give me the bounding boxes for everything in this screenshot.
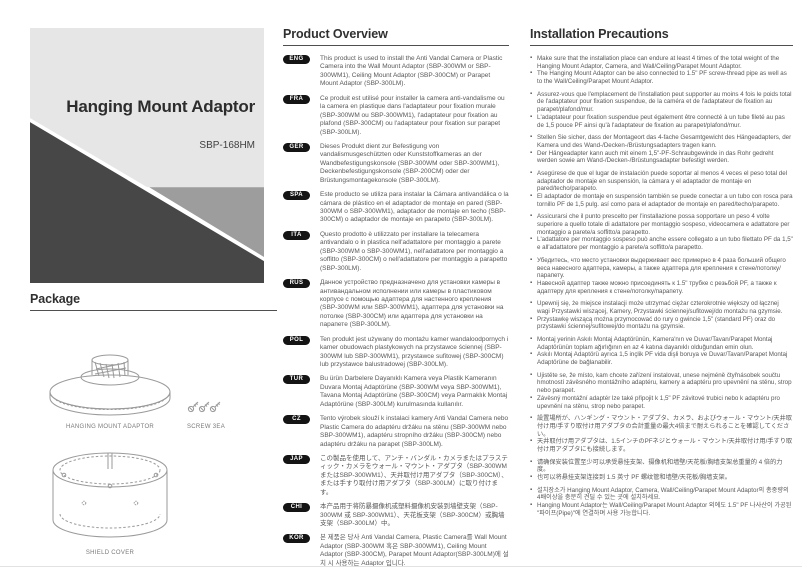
precaution-group: Stellen Sie sicher, dass der Montageort … [530, 134, 793, 165]
precaution-item: Stellen Sie sicher, dass der Montageort … [530, 134, 793, 149]
precaution-group: Ujistěte se, že místo, kam chcete zaříze… [530, 372, 793, 410]
precaution-item: Навесной адаптер также можно присоединят… [530, 280, 793, 295]
precautions-list: Make sure that the installation place ca… [530, 55, 793, 517]
overview-entry-ger: GER Dieses Produkt dient zur Befestigung … [283, 142, 509, 185]
overview-entry-pol: POL Ten produkt jest używany do montażu k… [283, 335, 509, 370]
precaution-group: 設置場所が、ハンギング・マウント・アダプタ、カメラ、およびウォール・マウント/天… [530, 415, 793, 453]
overview-text: 本产品用于将防暴摄像机或塑料摄像机安装到墙壁支架（SBP-300WM 或 SBP… [320, 503, 505, 527]
product-overview-section: Product Overview ENG This product is used… [283, 27, 509, 567]
overview-entry-chi: CHI 本产品用于将防暴摄像机或塑料摄像机安装到墙壁支架（SBP-300WM 或 … [283, 503, 509, 528]
precaution-item: Assurez-vous que l'emplacement de l'inst… [530, 91, 793, 114]
overview-text: Ce produit est utilisé pour installer la… [320, 94, 505, 136]
language-badge: FRA [283, 94, 310, 104]
installation-precautions-section: Installation Precautions Make sure that … [530, 27, 793, 522]
product-overview-heading: Product Overview [283, 27, 509, 46]
precaution-group: Убедитесь, что место установки выдержива… [530, 257, 793, 295]
language-badge: CHI [283, 503, 310, 513]
precaution-group: Asegúrese de que el lugar de instalación… [530, 170, 793, 208]
package-item-label: HANGING MOUNT ADAPTOR [65, 424, 155, 430]
precaution-item: Der Hängeadapter kann auch mit einem 1,5… [530, 150, 793, 165]
precaution-item: Make sure that the installation place ca… [530, 55, 793, 70]
model-number: SBP-168HM [199, 140, 255, 151]
installation-precautions-heading: Installation Precautions [530, 27, 793, 46]
package-item-label: SCREW 3EA [186, 424, 226, 430]
precaution-group: Assurez-vous que l'emplacement de l'inst… [530, 91, 793, 129]
product-title: Hanging Mount Adaptor [66, 97, 255, 116]
overview-entry-rus: RUS Данное устройство предназначено для у… [283, 279, 509, 330]
overview-list: ENG This product is used to install the A… [283, 55, 509, 567]
package-section: Package [30, 292, 277, 560]
language-badge: JAP [283, 454, 310, 464]
precaution-item: L'adaptateur pour fixation suspendue peu… [530, 114, 793, 129]
precaution-item: 설치장소가 Hanging Mount Adaptor, Camera, Wal… [530, 487, 793, 502]
language-badge: CZ [283, 415, 310, 425]
precaution-item: L'adattatore per montaggio sospeso può a… [530, 236, 793, 251]
precaution-item: 天井取付け用アダプタは、1.5インチのPFネジとウォール・マウント/天井取付け用… [530, 438, 793, 453]
overview-text: This product is used to install the Anti… [320, 55, 503, 88]
overview-text: Este producto se utiliza para instalar l… [320, 191, 509, 224]
precaution-item: The Hanging Mount Adaptor can be also co… [530, 70, 793, 85]
overview-text: 본 제품은 당사 Anti Vandal Camera, Plastic Cam… [320, 534, 509, 567]
precaution-item: Przystawkę wiszącą można przymocować do … [530, 316, 793, 331]
package-heading: Package [30, 292, 277, 311]
overview-entry-tur: TUR Bu ürün Darbelere Dayanıklı Kamera ve… [283, 375, 509, 409]
language-badge: SPA [283, 191, 310, 201]
language-badge: KOR [283, 534, 310, 544]
shield-cover-illustration [50, 442, 170, 546]
overview-text: Ten produkt jest używany do montażu kame… [320, 335, 509, 368]
overview-text: Dieses Produkt dient zur Befestigung von… [320, 142, 500, 184]
overview-entry-spa: SPA Este producto se utiliza para instala… [283, 191, 509, 225]
overview-text: Questo prodotto è utilizzato per install… [320, 230, 508, 272]
overview-entry-jap: JAP この製品を使用して、アンチ・バンダル・カメラまたはプラスティック・カメラを… [283, 454, 509, 497]
overview-text: この製品を使用して、アンチ・バンダル・カメラまたはプラスティック・カメラをウォー… [320, 454, 508, 496]
language-badge: ENG [283, 55, 310, 64]
language-badge: POL [283, 335, 310, 345]
language-badge: RUS [283, 279, 310, 289]
cover-banner: Hanging Mount Adaptor SBP-168HM [30, 28, 264, 283]
overview-entry-kor: KOR 본 제품은 당사 Anti Vandal Camera, Plastic … [283, 534, 509, 567]
precaution-item: Askılı Montaj Adaptörü ayrıca 1,5 inçlik… [530, 351, 793, 366]
precaution-item: Asegúrese de que el lugar de instalación… [530, 170, 793, 193]
hanging-mount-adaptor-illustration [48, 348, 172, 420]
precaution-item: Montaj yerinin Askılı Montaj Adaptörünün… [530, 336, 793, 351]
precaution-group: Assicurarsi che il punto prescelto per l… [530, 213, 793, 251]
overview-entry-eng: ENG This product is used to install the A… [283, 55, 509, 89]
package-item-label: SHIELD COVER [85, 550, 135, 556]
precaution-item: Závěsný montážní adaptér lze také připoj… [530, 395, 793, 410]
precaution-group: Montaj yerinin Askılı Montaj Adaptörünün… [530, 336, 793, 367]
overview-entry-cz: CZ Tento výrobek slouží k instalaci kamer… [283, 415, 509, 449]
precaution-item: 请确保安装位置至少可以承受悬挂支架、摄像机和墙壁/天花板/胸墙支架总重量的 4 … [530, 459, 793, 474]
language-badge: GER [283, 142, 310, 152]
precaution-item: Убедитесь, что место установки выдержива… [530, 257, 793, 280]
precaution-group: Make sure that the installation place ca… [530, 55, 793, 86]
precaution-item: 設置場所が、ハンギング・マウント・アダプタ、カメラ、およびウォール・マウント/天… [530, 415, 793, 438]
overview-text: Данное устройство предназначено для уста… [320, 279, 504, 329]
package-figures: HANGING MOUNT ADAPTOR SCREW 3EA [30, 320, 277, 560]
precaution-item: El adaptador de montaje en suspensión ta… [530, 193, 793, 208]
overview-text: Tento výrobek slouží k instalaci kamery … [320, 415, 509, 448]
overview-entry-fra: FRA Ce produit est utilisé pour installer… [283, 94, 509, 137]
screws-illustration [186, 398, 222, 416]
precaution-item: Assicurarsi che il punto prescelto per l… [530, 213, 793, 236]
precaution-item: 也可以将悬挂支架连接到 1.5 英寸 PF 螺纹管和墙壁/天花板/胸墙支架。 [530, 474, 793, 482]
precaution-group: Upewnij się, że miejsce instalacji może … [530, 300, 793, 331]
precaution-item: Hanging Mount Adaptor는 Wall/Ceiling/Para… [530, 502, 793, 517]
language-badge: ITA [283, 230, 310, 240]
precaution-group: 설치장소가 Hanging Mount Adaptor, Camera, Wal… [530, 487, 793, 518]
overview-text: Bu ürün Darbelere Dayanıklı Kamera veya … [320, 375, 508, 408]
language-badge: TUR [283, 375, 310, 385]
precaution-item: Ujistěte se, že místo, kam chcete zaříze… [530, 372, 793, 395]
precaution-group: 请确保安装位置至少可以承受悬挂支架、摄像机和墙壁/天花板/胸墙支架总重量的 4 … [530, 459, 793, 482]
precaution-item: Upewnij się, że miejsce instalacji może … [530, 300, 793, 315]
overview-entry-ita: ITA Questo prodotto è utilizzato per inst… [283, 230, 509, 273]
